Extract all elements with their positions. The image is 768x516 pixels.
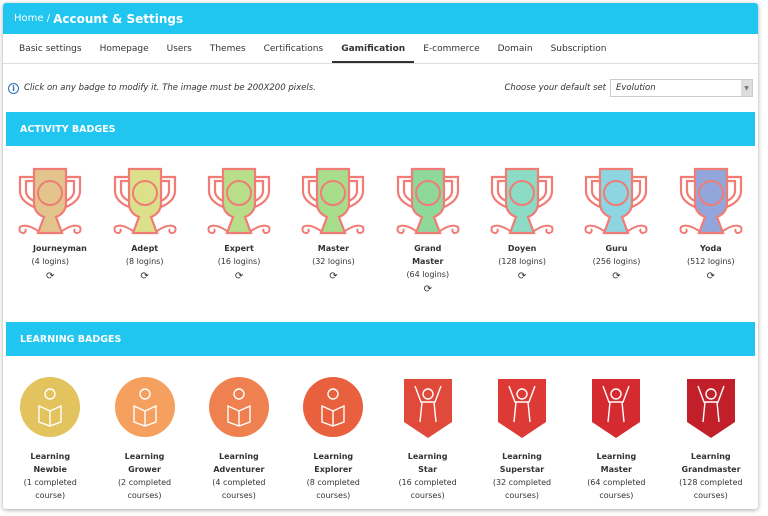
learning-circle-icon[interactable] (192, 376, 286, 440)
badge-requirement: (4 completed courses) (212, 478, 266, 500)
trophy-icon[interactable] (286, 167, 380, 239)
learning-badges-header: LEARNING BADGES (6, 322, 755, 356)
badge-name: Learning Grower (124, 452, 165, 474)
badge-name: Yoda (699, 244, 722, 253)
badge-name: Grand Master (412, 244, 444, 266)
tab-homepage[interactable]: Homepage (99, 44, 149, 54)
refresh-icon[interactable]: ⟳ (612, 271, 621, 282)
info-icon: i (8, 82, 19, 94)
tab-certifications[interactable]: Certifications (263, 44, 324, 54)
learning-circle-icon[interactable] (286, 376, 380, 440)
learning-circle-icon[interactable] (3, 376, 97, 440)
badge-requirement: (8 logins) (125, 257, 164, 266)
badge-name: Guru (605, 244, 628, 253)
badge-requirement: (1 completed course) (23, 478, 77, 500)
badge-name: Doyen (507, 244, 537, 253)
learning-badge[interactable]: Learning Star (16 completed courses) (380, 376, 474, 502)
badge-requirement: (64 logins) (406, 270, 450, 279)
learning-badge[interactable]: Learning Grandmaster (128 completed cour… (664, 376, 758, 502)
learning-badge[interactable]: Learning Grower (2 completed courses) (97, 376, 191, 502)
badge-requirement: (128 completed courses) (679, 478, 743, 500)
badge-requirement: (32 logins) (312, 257, 355, 266)
learning-shield-icon[interactable] (569, 376, 663, 440)
badge-requirement: (32 completed courses) (492, 478, 552, 500)
tab-basic-settings[interactable]: Basic settings (19, 44, 82, 54)
activity-badges-header: ACTIVITY BADGES (6, 112, 755, 146)
learning-badge[interactable]: Learning Adventurer (4 completed courses… (192, 376, 286, 502)
learning-shield-icon[interactable] (380, 376, 474, 440)
badge-name: Learning Adventurer (213, 452, 265, 474)
learning-badge[interactable]: Learning Master (64 completed courses) (569, 376, 663, 502)
badge-requirement: (512 logins) (686, 257, 735, 266)
badge-requirement: (8 completed courses) (306, 478, 360, 500)
default-set-select[interactable]: Evolution ▼ (610, 79, 753, 97)
breadcrumb-home[interactable]: Home / (14, 13, 51, 24)
activity-badge[interactable]: Journeyman (4 logins) ⟳ (3, 167, 98, 322)
badge-requirement: (128 logins) (498, 257, 546, 266)
settings-card: Home / Account & Settings Basic settings… (3, 3, 758, 509)
tab-subscription[interactable]: Subscription (550, 44, 607, 54)
learning-shield-icon[interactable] (664, 376, 758, 440)
badge-requirement: (2 completed courses) (117, 478, 172, 500)
chevron-down-icon: ▼ (741, 80, 752, 96)
page-title: Account & Settings (53, 11, 184, 26)
activity-badge[interactable]: Guru (256 logins) ⟳ (569, 167, 663, 322)
tab-themes[interactable]: Themes (209, 44, 246, 54)
refresh-icon[interactable]: ⟳ (46, 271, 55, 282)
activity-badge[interactable]: Adept (8 logins) ⟳ (98, 167, 192, 322)
badge-name: Master (317, 244, 350, 253)
learning-shield-icon[interactable] (475, 376, 569, 440)
activity-badge[interactable]: Expert (16 logins) ⟳ (192, 167, 286, 322)
badge-name: Learning Grandmaster (681, 452, 741, 474)
activity-badges: Journeyman (4 logins) ⟳ Adept (8 logins)… (3, 167, 758, 322)
refresh-icon[interactable]: ⟳ (234, 271, 244, 282)
trophy-icon[interactable] (475, 167, 569, 239)
badge-name: Expert (224, 244, 254, 253)
badge-name: Learning Star (407, 452, 448, 474)
refresh-icon[interactable]: ⟳ (140, 271, 149, 282)
badge-name: Learning Master (596, 452, 637, 474)
trophy-icon[interactable] (569, 167, 663, 239)
tab-domain[interactable]: Domain (497, 44, 533, 54)
refresh-icon[interactable]: ⟳ (423, 284, 432, 295)
badge-requirement: (64 completed courses) (587, 478, 646, 500)
badge-requirement: (256 logins) (592, 257, 641, 266)
activity-badge[interactable]: Grand Master (64 logins) ⟳ (381, 167, 475, 322)
tab-e-commerce[interactable]: E-commerce (423, 44, 480, 54)
activity-badge[interactable]: Master (32 logins) ⟳ (286, 167, 380, 322)
learning-circle-icon[interactable] (97, 376, 191, 440)
learning-badge[interactable]: Learning Superstar (32 completed courses… (475, 376, 569, 502)
badge-requirement: (16 logins) (217, 257, 261, 266)
trophy-icon[interactable] (664, 167, 758, 239)
activity-badge[interactable]: Yoda (512 logins) ⟳ (664, 167, 758, 322)
learning-badges: Learning Newbie (1 completed course) Lea… (3, 376, 758, 502)
badge-requirement: (16 completed courses) (398, 478, 457, 500)
trophy-icon[interactable] (381, 167, 475, 239)
badge-name: Learning Explorer (313, 452, 354, 474)
info-row: i Click on any badge to modify it. The i… (3, 64, 758, 112)
learning-badge[interactable]: Learning Newbie (1 completed course) (3, 376, 97, 502)
activity-badge[interactable]: Doyen (128 logins) ⟳ (475, 167, 569, 322)
badge-name: Journeyman (33, 244, 87, 253)
badge-requirement: (4 logins) (31, 257, 70, 266)
header-bar: Home / Account & Settings (3, 3, 758, 34)
trophy-icon[interactable] (192, 167, 286, 239)
tab-bar: Basic settings Homepage Users Themes Certifi… (3, 34, 758, 64)
tab-users[interactable]: Users (166, 44, 192, 54)
badge-name: Learning Newbie (30, 452, 71, 474)
trophy-icon[interactable] (98, 167, 192, 239)
info-text: Click on any badge to modify it. The ima… (24, 83, 316, 93)
learning-badge[interactable]: Learning Explorer (8 completed courses) (286, 376, 380, 502)
refresh-icon[interactable]: ⟳ (329, 271, 338, 282)
refresh-icon[interactable]: ⟳ (517, 271, 527, 282)
trophy-icon[interactable] (3, 167, 98, 239)
default-set-value: Evolution (616, 83, 656, 93)
tab-gamification[interactable]: Gamification (332, 34, 415, 63)
badge-name: Learning Superstar (499, 452, 545, 474)
refresh-icon[interactable]: ⟳ (706, 271, 716, 282)
set-label: Choose your default set (504, 83, 607, 93)
badge-name: Adept (131, 244, 159, 253)
